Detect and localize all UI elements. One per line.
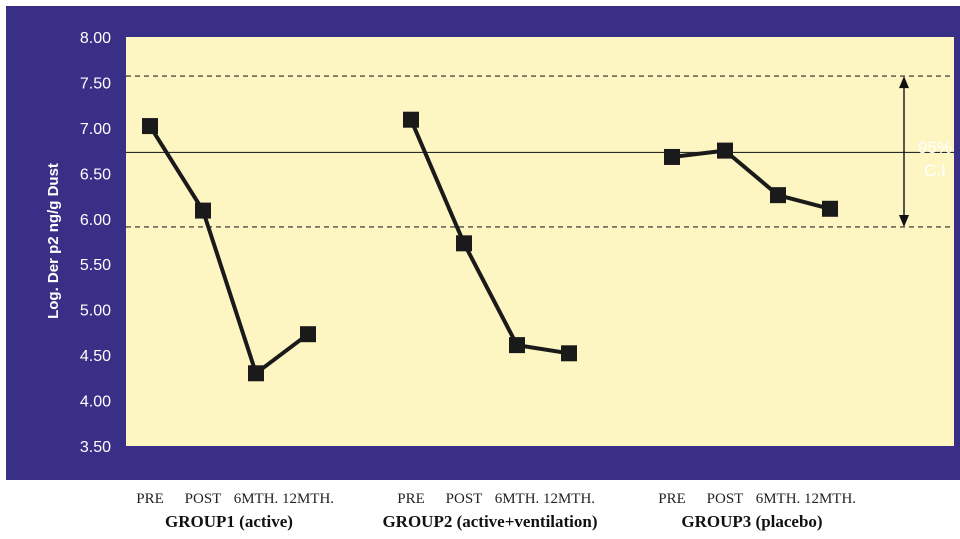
x-category-label: PRE (136, 491, 164, 507)
data-point (509, 337, 525, 354)
x-category-label: 12MTH. (543, 491, 595, 507)
data-point (403, 111, 419, 128)
y-tick-label: 3.50 (80, 439, 111, 456)
data-point (195, 202, 211, 219)
ci-label: 95% (918, 138, 952, 157)
series-line (148, 125, 310, 376)
y-tick-label: 6.00 (80, 212, 111, 229)
ci-label: C.I (924, 161, 946, 180)
data-point (300, 326, 316, 343)
data-point (664, 148, 680, 165)
data-point (142, 118, 158, 135)
y-tick-label: 7.00 (80, 121, 111, 138)
data-point (717, 142, 733, 159)
x-category-label: 6MTH. (756, 491, 801, 507)
x-category-label: 12MTH. (804, 491, 856, 507)
y-tick-label: 4.50 (80, 348, 111, 365)
y-axis-label: Log. Der p2 ng/g Dust (45, 163, 62, 319)
data-point (456, 235, 472, 252)
x-category-label: POST (185, 491, 222, 507)
series-line (671, 148, 831, 211)
y-tick-label: 5.50 (80, 257, 111, 274)
x-category-label: PRE (397, 491, 425, 507)
y-tick-label: 6.50 (80, 166, 111, 183)
group-label: GROUP2 (active+ventilation) (382, 512, 597, 531)
x-category-label: POST (446, 491, 483, 507)
y-tick-label: 8.00 (80, 30, 111, 47)
data-point (248, 365, 264, 382)
x-category-label: PRE (658, 491, 686, 507)
y-tick-label: 4.00 (80, 394, 111, 411)
y-tick-label: 7.50 (80, 75, 111, 92)
series-line (409, 118, 570, 356)
x-category-label: 6MTH. (495, 491, 540, 507)
x-category-label: 12MTH. (282, 491, 334, 507)
group-label: GROUP3 (placebo) (681, 512, 822, 531)
y-tick-label: 5.00 (80, 303, 111, 320)
x-category-label: 6MTH. (234, 491, 279, 507)
group-label: GROUP1 (active) (165, 512, 293, 531)
plot-area (126, 37, 954, 446)
data-point (561, 345, 577, 362)
data-point (822, 200, 838, 217)
ci-arrow-head-up (899, 76, 909, 89)
data-point (770, 187, 786, 204)
ci-arrow-head-down (899, 214, 909, 227)
x-category-label: POST (707, 491, 744, 507)
